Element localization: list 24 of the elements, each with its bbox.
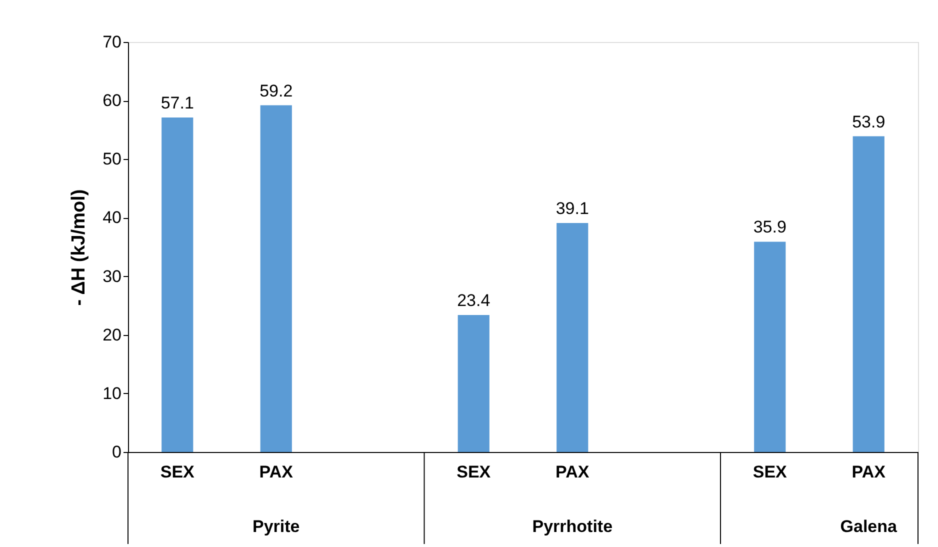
data-label: 23.4: [457, 290, 490, 310]
y-tick-label: 40: [102, 208, 122, 228]
x-tick-label: PAX: [852, 462, 886, 482]
x-tick-label: PAX: [556, 462, 590, 482]
y-tick-label: 60: [102, 91, 122, 110]
data-label: 59.2: [260, 81, 293, 100]
x-tick-label: SEX: [752, 462, 788, 482]
y-tick-label: 20: [102, 325, 122, 344]
y-tick-label: 50: [102, 150, 122, 169]
y-tick-label: 70: [102, 32, 122, 52]
y-tick-label: 30: [102, 266, 122, 286]
y-tick-label: 0: [112, 442, 122, 462]
text: Pyrrhotite: [532, 517, 613, 536]
text: Galena: [840, 517, 898, 536]
text: Pyrite: [252, 517, 300, 536]
x-tick-label: SEX: [160, 462, 196, 482]
data-label: 39.1: [556, 198, 589, 218]
x-tick-label: SEX: [456, 462, 492, 482]
y-tick-label: 10: [102, 384, 122, 403]
y-axis-title: - ΔH (kJ/mol): [68, 189, 90, 306]
data-label: 53.9: [852, 112, 886, 132]
x-tick-label: PAX: [259, 462, 294, 482]
data-label: 35.9: [753, 218, 786, 237]
data-label: 57.1: [160, 94, 194, 113]
